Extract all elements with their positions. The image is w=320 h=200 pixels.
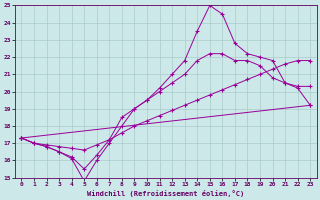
X-axis label: Windchill (Refroidissement éolien,°C): Windchill (Refroidissement éolien,°C)	[87, 190, 244, 197]
